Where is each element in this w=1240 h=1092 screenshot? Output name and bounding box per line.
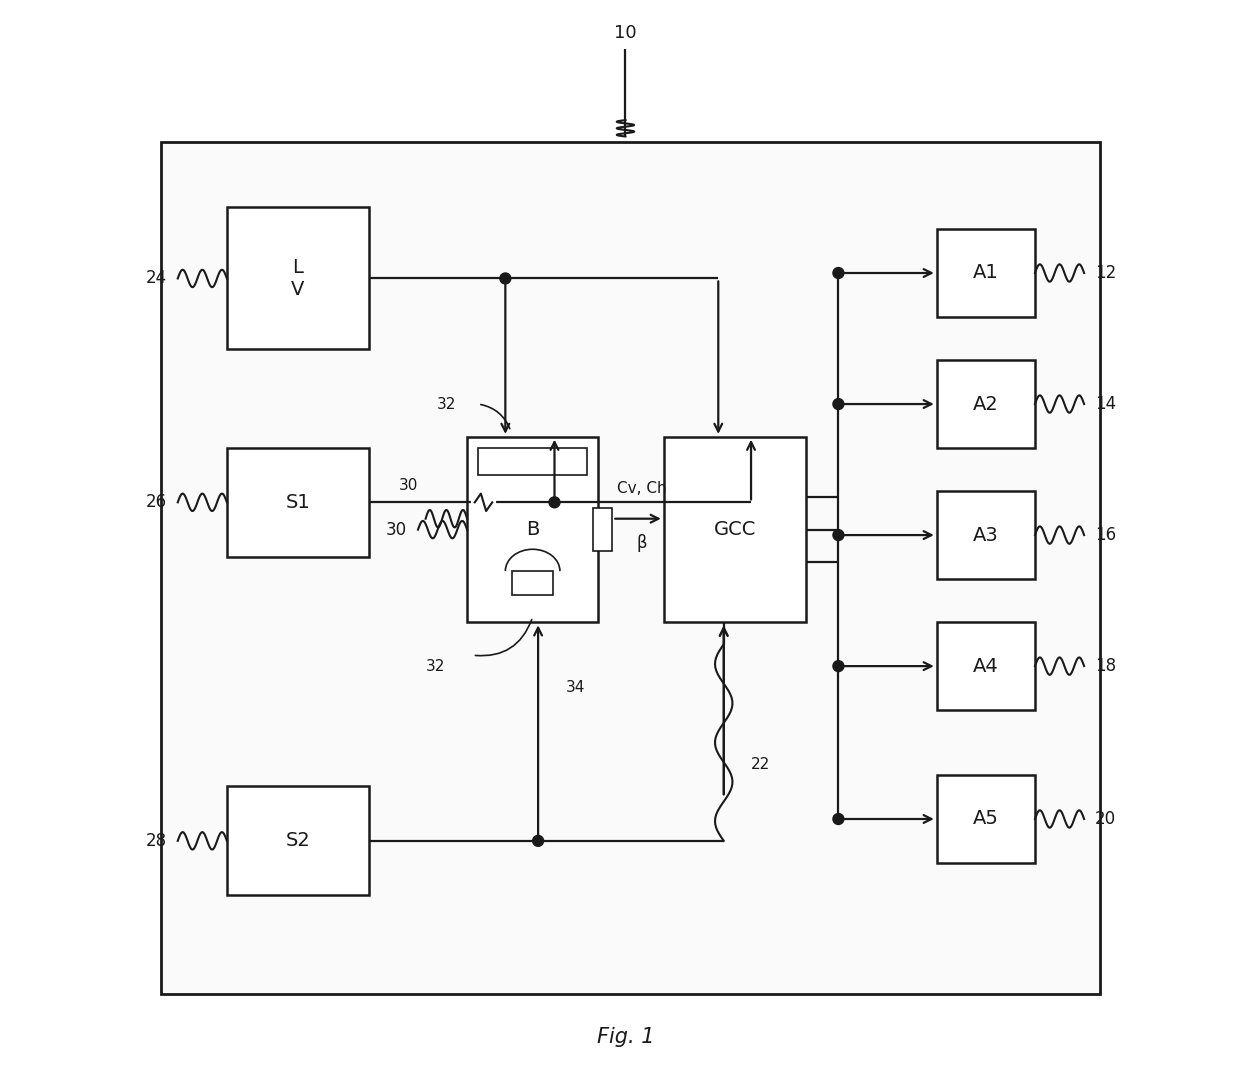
Circle shape <box>833 399 844 410</box>
Text: S1: S1 <box>285 492 310 512</box>
Circle shape <box>549 497 560 508</box>
Text: 22: 22 <box>751 757 770 772</box>
Text: 30: 30 <box>398 478 418 494</box>
Text: 20: 20 <box>1095 810 1116 828</box>
Text: GCC: GCC <box>713 520 756 539</box>
Text: S2: S2 <box>285 831 310 851</box>
Bar <box>936 775 1035 863</box>
Circle shape <box>833 814 844 824</box>
Bar <box>663 437 806 622</box>
Bar <box>227 448 368 557</box>
Circle shape <box>833 530 844 541</box>
Bar <box>936 229 1035 317</box>
Circle shape <box>833 268 844 278</box>
Bar <box>512 571 553 595</box>
Text: β: β <box>636 534 647 551</box>
Text: Fig. 1: Fig. 1 <box>596 1028 655 1047</box>
Text: 32: 32 <box>436 396 456 412</box>
Bar <box>593 508 613 551</box>
Bar <box>936 360 1035 448</box>
Text: A3: A3 <box>973 525 998 545</box>
Text: 30: 30 <box>386 521 407 538</box>
Text: 32: 32 <box>425 658 445 674</box>
Text: 28: 28 <box>145 832 167 850</box>
Text: 18: 18 <box>1095 657 1116 675</box>
Text: A1: A1 <box>973 263 998 283</box>
Bar <box>467 437 598 622</box>
Text: 12: 12 <box>1095 264 1116 282</box>
Bar <box>936 622 1035 710</box>
Circle shape <box>533 835 543 846</box>
Text: 34: 34 <box>565 680 585 696</box>
Text: 14: 14 <box>1095 395 1116 413</box>
Text: 26: 26 <box>145 494 167 511</box>
Text: B: B <box>526 520 539 539</box>
Text: 24: 24 <box>145 270 167 287</box>
Text: A4: A4 <box>973 656 998 676</box>
Bar <box>936 491 1035 579</box>
Circle shape <box>833 661 844 672</box>
Text: A5: A5 <box>973 809 998 829</box>
Text: Cv, Ch: Cv, Ch <box>618 480 667 496</box>
Bar <box>227 786 368 895</box>
Text: L
V: L V <box>291 258 305 299</box>
Text: A2: A2 <box>973 394 998 414</box>
Circle shape <box>500 273 511 284</box>
Bar <box>161 142 1100 994</box>
Text: 10: 10 <box>614 24 637 41</box>
Bar <box>227 207 368 349</box>
Bar <box>479 448 588 475</box>
Text: 16: 16 <box>1095 526 1116 544</box>
